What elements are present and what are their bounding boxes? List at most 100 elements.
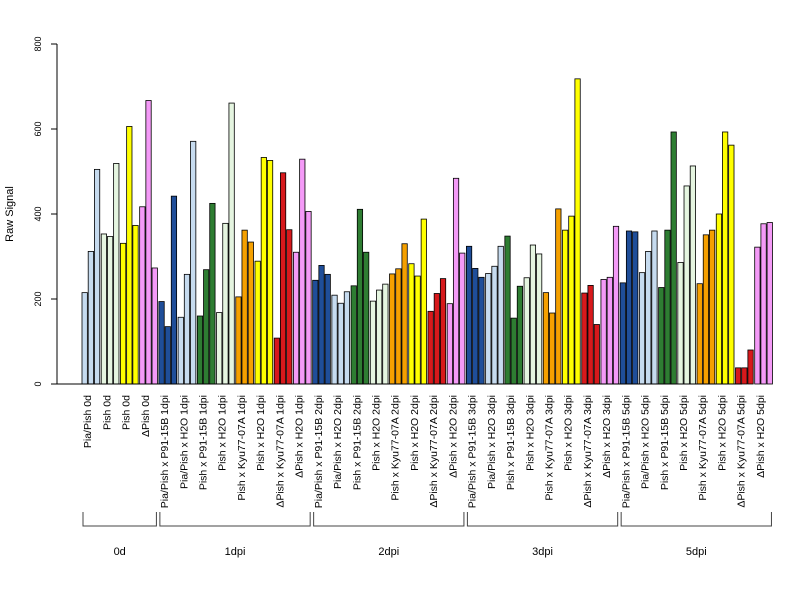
- bar: [337, 302, 344, 385]
- bar: [408, 263, 415, 385]
- y-tick-label: 800: [33, 36, 43, 51]
- bar: [638, 272, 646, 385]
- bar: [299, 158, 306, 385]
- bar: [606, 276, 613, 385]
- bar: [113, 163, 120, 385]
- bar: [689, 165, 696, 385]
- bar: [94, 168, 101, 385]
- bar: [145, 100, 152, 385]
- bar: [382, 283, 389, 385]
- bar: [196, 315, 204, 385]
- bar: [722, 131, 729, 385]
- bar: [107, 236, 114, 385]
- bars: [81, 78, 773, 385]
- bar: [670, 131, 677, 385]
- x-tick-label: Pish x P91-15B 5dpi: [659, 395, 671, 490]
- bar: [452, 177, 460, 385]
- x-tick-label: Pish x Kyu77-07A 2dpi: [390, 395, 402, 501]
- bar: [696, 283, 703, 385]
- x-tick-label: Pish x P91-15B 2dpi: [351, 395, 363, 490]
- group-bracket: [466, 512, 619, 527]
- x-tick-label: ΔPish x H2O 1dpi: [294, 395, 306, 478]
- y-tick-label: 400: [33, 206, 43, 221]
- x-tick-label: Pia/Pish x H2O 2dpi: [332, 395, 344, 489]
- bar: [728, 144, 735, 385]
- group-bracket: [620, 512, 772, 527]
- x-tick-label: ΔPish x H2O 3dpi: [601, 395, 613, 478]
- bar: [395, 268, 402, 385]
- bar: [87, 250, 94, 385]
- bar: [612, 225, 620, 385]
- x-tick-label: Pish x H2O 1dpi: [255, 395, 267, 471]
- x-tick-label: Pish x P91-15B 1dpi: [198, 395, 210, 490]
- bar: [760, 223, 767, 385]
- bar: [228, 102, 235, 385]
- bar: [312, 279, 319, 385]
- x-tick-label: Pia/Pish x P91-15B 5dpi: [620, 395, 632, 508]
- bar: [446, 303, 453, 385]
- bar: [766, 222, 773, 385]
- bar: [286, 229, 293, 385]
- bar: [754, 246, 761, 385]
- x-tick-label: Pish x H2O 3dpi: [563, 395, 575, 471]
- bar: [132, 225, 139, 385]
- bar: [235, 296, 242, 385]
- x-tick-label: Pia/Pish x H2O 5dpi: [640, 395, 652, 489]
- bar: [651, 230, 658, 385]
- bar: [222, 222, 229, 385]
- bar: [216, 312, 223, 385]
- y-axis-label: Raw Signal: [4, 186, 16, 242]
- bar: [120, 242, 127, 385]
- bar: [318, 265, 325, 385]
- bar: [581, 292, 588, 385]
- group-bracket: [159, 512, 311, 527]
- bar: [164, 326, 171, 385]
- bar: [126, 126, 133, 385]
- x-tick-label: Pish x H2O 5dpi: [678, 395, 690, 471]
- x-tick-label: Pish x Kyu77-07A 3dpi: [543, 395, 555, 501]
- y-tick-label: 600: [33, 121, 43, 136]
- x-tick-label: Pish x H2O 5dpi: [716, 395, 728, 471]
- bar: [279, 172, 287, 385]
- x-tick-label: ΔPish x Kyu77-07A 3dpi: [582, 395, 594, 508]
- y-axis: 0 200 400 600 800: [33, 36, 58, 387]
- x-tick-label: Pish x H2O 2dpi: [409, 395, 421, 471]
- bar: [645, 250, 652, 385]
- bar: [504, 235, 511, 385]
- bar: [587, 284, 594, 385]
- bar: [247, 241, 254, 385]
- bar: [510, 317, 517, 385]
- bar: [305, 211, 312, 385]
- bar: [439, 278, 447, 385]
- x-tick-label: Pia/Pish x P91-15B 1dpi: [159, 395, 171, 508]
- bar: [491, 265, 498, 385]
- bar: [568, 215, 575, 385]
- x-tick-label: ΔPish x Kyu77-07A 1dpi: [274, 395, 286, 508]
- x-tick-label: Pia/Pish x P91-15B 2dpi: [313, 395, 325, 508]
- group-label: 2dpi: [378, 546, 399, 558]
- x-tick-label: Pish x P91-15B 3dpi: [505, 395, 517, 490]
- bar: [593, 324, 600, 385]
- x-tick-label: ΔPish x H2O 5dpi: [755, 395, 767, 478]
- bar: [555, 208, 562, 385]
- bar: [472, 267, 479, 385]
- bar: [183, 273, 191, 385]
- bar: [363, 251, 370, 385]
- bar: [619, 282, 626, 385]
- bar: [356, 208, 364, 385]
- group-bracket: [313, 512, 465, 527]
- bar: [465, 245, 473, 385]
- x-tick-label: Pish 0d: [101, 395, 113, 430]
- x-tick-label: ΔPish x Kyu77-07A 2dpi: [428, 395, 440, 508]
- group-label: 0d: [114, 546, 126, 558]
- bar: [427, 310, 434, 385]
- bar: [266, 160, 274, 385]
- x-tick-label: Pish x H2O 2dpi: [371, 395, 383, 471]
- x-tick-label: Pish x Kyu77-07A 5dpi: [697, 395, 709, 501]
- bar: [293, 251, 300, 385]
- bar: [369, 300, 377, 385]
- bar: [574, 78, 581, 385]
- bar: [497, 245, 504, 385]
- bar: [324, 273, 331, 385]
- x-tick-label: Pia/Pish 0d: [82, 395, 94, 448]
